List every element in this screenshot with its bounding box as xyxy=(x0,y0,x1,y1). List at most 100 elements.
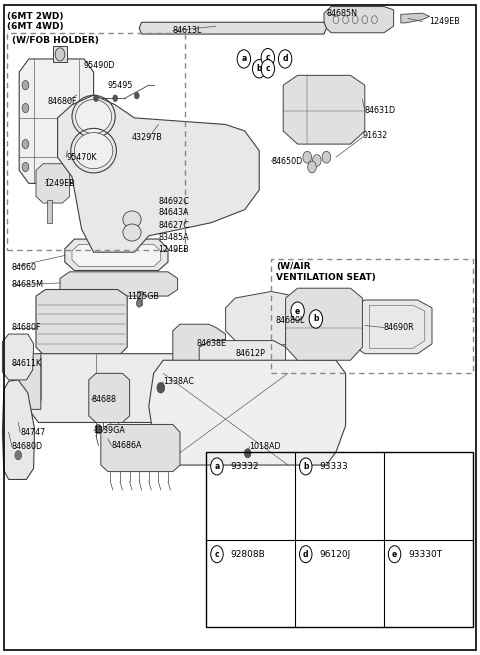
Polygon shape xyxy=(350,300,432,354)
Text: d: d xyxy=(282,54,288,64)
Text: a: a xyxy=(241,54,246,64)
Circle shape xyxy=(261,48,275,67)
Text: 93330T: 93330T xyxy=(408,550,442,559)
Circle shape xyxy=(237,50,251,68)
Text: 84680L: 84680L xyxy=(276,316,305,326)
Text: 84613L: 84613L xyxy=(173,26,202,35)
Polygon shape xyxy=(286,288,362,360)
Circle shape xyxy=(278,50,292,68)
Text: 84692C: 84692C xyxy=(158,196,189,206)
Circle shape xyxy=(136,299,142,307)
Circle shape xyxy=(309,310,323,328)
Text: 95490D: 95490D xyxy=(84,61,116,70)
Text: 84612P: 84612P xyxy=(235,349,265,358)
Circle shape xyxy=(22,140,29,149)
Circle shape xyxy=(244,449,251,458)
Polygon shape xyxy=(58,95,259,252)
Polygon shape xyxy=(47,200,52,223)
Polygon shape xyxy=(324,7,394,33)
Bar xyxy=(271,259,473,373)
Polygon shape xyxy=(36,290,127,357)
Polygon shape xyxy=(2,334,34,380)
Bar xyxy=(7,33,185,250)
Circle shape xyxy=(55,48,65,61)
Circle shape xyxy=(252,60,266,78)
Text: 84685M: 84685M xyxy=(12,280,44,290)
Text: 84685N: 84685N xyxy=(326,9,358,18)
Ellipse shape xyxy=(123,224,141,241)
Text: 1018AD: 1018AD xyxy=(250,442,281,451)
Circle shape xyxy=(95,424,102,434)
Polygon shape xyxy=(72,244,161,267)
Text: 93332: 93332 xyxy=(230,462,259,471)
Circle shape xyxy=(15,451,22,460)
Polygon shape xyxy=(12,354,41,409)
Text: 1249EB: 1249EB xyxy=(158,245,189,254)
Text: 92808B: 92808B xyxy=(230,550,265,559)
Circle shape xyxy=(303,151,312,163)
Text: 1249EB: 1249EB xyxy=(44,179,75,188)
Text: b: b xyxy=(256,64,262,73)
Bar xyxy=(206,452,473,627)
Polygon shape xyxy=(89,373,130,422)
Ellipse shape xyxy=(74,132,113,168)
Polygon shape xyxy=(226,291,298,347)
Circle shape xyxy=(322,151,331,163)
Text: b: b xyxy=(303,462,309,471)
Text: d: d xyxy=(303,550,309,559)
Circle shape xyxy=(22,81,29,90)
Text: 95495: 95495 xyxy=(108,81,133,90)
Text: (W/FOB HOLDER): (W/FOB HOLDER) xyxy=(12,36,99,45)
Text: 91632: 91632 xyxy=(362,131,388,140)
Circle shape xyxy=(300,458,312,475)
Text: 84638E: 84638E xyxy=(197,339,227,348)
Circle shape xyxy=(261,60,275,78)
Polygon shape xyxy=(19,59,94,183)
Polygon shape xyxy=(139,22,326,34)
Text: (W/AIR
VENTILATION SEAT): (W/AIR VENTILATION SEAT) xyxy=(276,262,376,282)
Polygon shape xyxy=(137,291,142,305)
Text: 84627C: 84627C xyxy=(158,221,189,230)
Text: 1125GB: 1125GB xyxy=(127,292,159,301)
Circle shape xyxy=(22,103,29,113)
Polygon shape xyxy=(283,75,365,144)
Text: 84680D: 84680D xyxy=(12,442,43,451)
Polygon shape xyxy=(36,164,70,203)
Circle shape xyxy=(312,155,321,166)
Text: 95470K: 95470K xyxy=(66,153,97,162)
Text: 84643A: 84643A xyxy=(158,208,189,217)
Text: 84680F: 84680F xyxy=(48,97,77,106)
Text: 83485A: 83485A xyxy=(158,233,189,242)
Ellipse shape xyxy=(123,211,141,228)
Circle shape xyxy=(211,546,223,563)
Polygon shape xyxy=(26,354,254,422)
Text: b: b xyxy=(313,314,319,324)
Text: e: e xyxy=(392,550,397,559)
Polygon shape xyxy=(65,239,168,271)
Text: 84680F: 84680F xyxy=(12,323,41,332)
Text: (6MT 2WD): (6MT 2WD) xyxy=(7,12,64,21)
Circle shape xyxy=(157,383,165,393)
Ellipse shape xyxy=(76,100,111,134)
Text: 84650D: 84650D xyxy=(271,157,302,166)
Circle shape xyxy=(113,95,118,102)
Text: 84688: 84688 xyxy=(91,395,116,404)
Text: 84660: 84660 xyxy=(12,263,37,272)
Text: (6MT 4WD): (6MT 4WD) xyxy=(7,22,64,31)
Text: c: c xyxy=(265,53,270,62)
Polygon shape xyxy=(199,341,286,383)
Text: 84611K: 84611K xyxy=(12,359,42,368)
Text: 96120J: 96120J xyxy=(319,550,350,559)
Polygon shape xyxy=(101,424,180,472)
Circle shape xyxy=(211,458,223,475)
Circle shape xyxy=(22,162,29,172)
Polygon shape xyxy=(60,272,178,296)
Circle shape xyxy=(300,546,312,563)
Text: 84631D: 84631D xyxy=(365,105,396,115)
Text: 84747: 84747 xyxy=(20,428,46,437)
Polygon shape xyxy=(401,13,430,23)
Text: 84686A: 84686A xyxy=(111,441,142,450)
Polygon shape xyxy=(2,380,35,479)
Circle shape xyxy=(308,161,316,173)
Text: 1338AC: 1338AC xyxy=(163,377,194,386)
